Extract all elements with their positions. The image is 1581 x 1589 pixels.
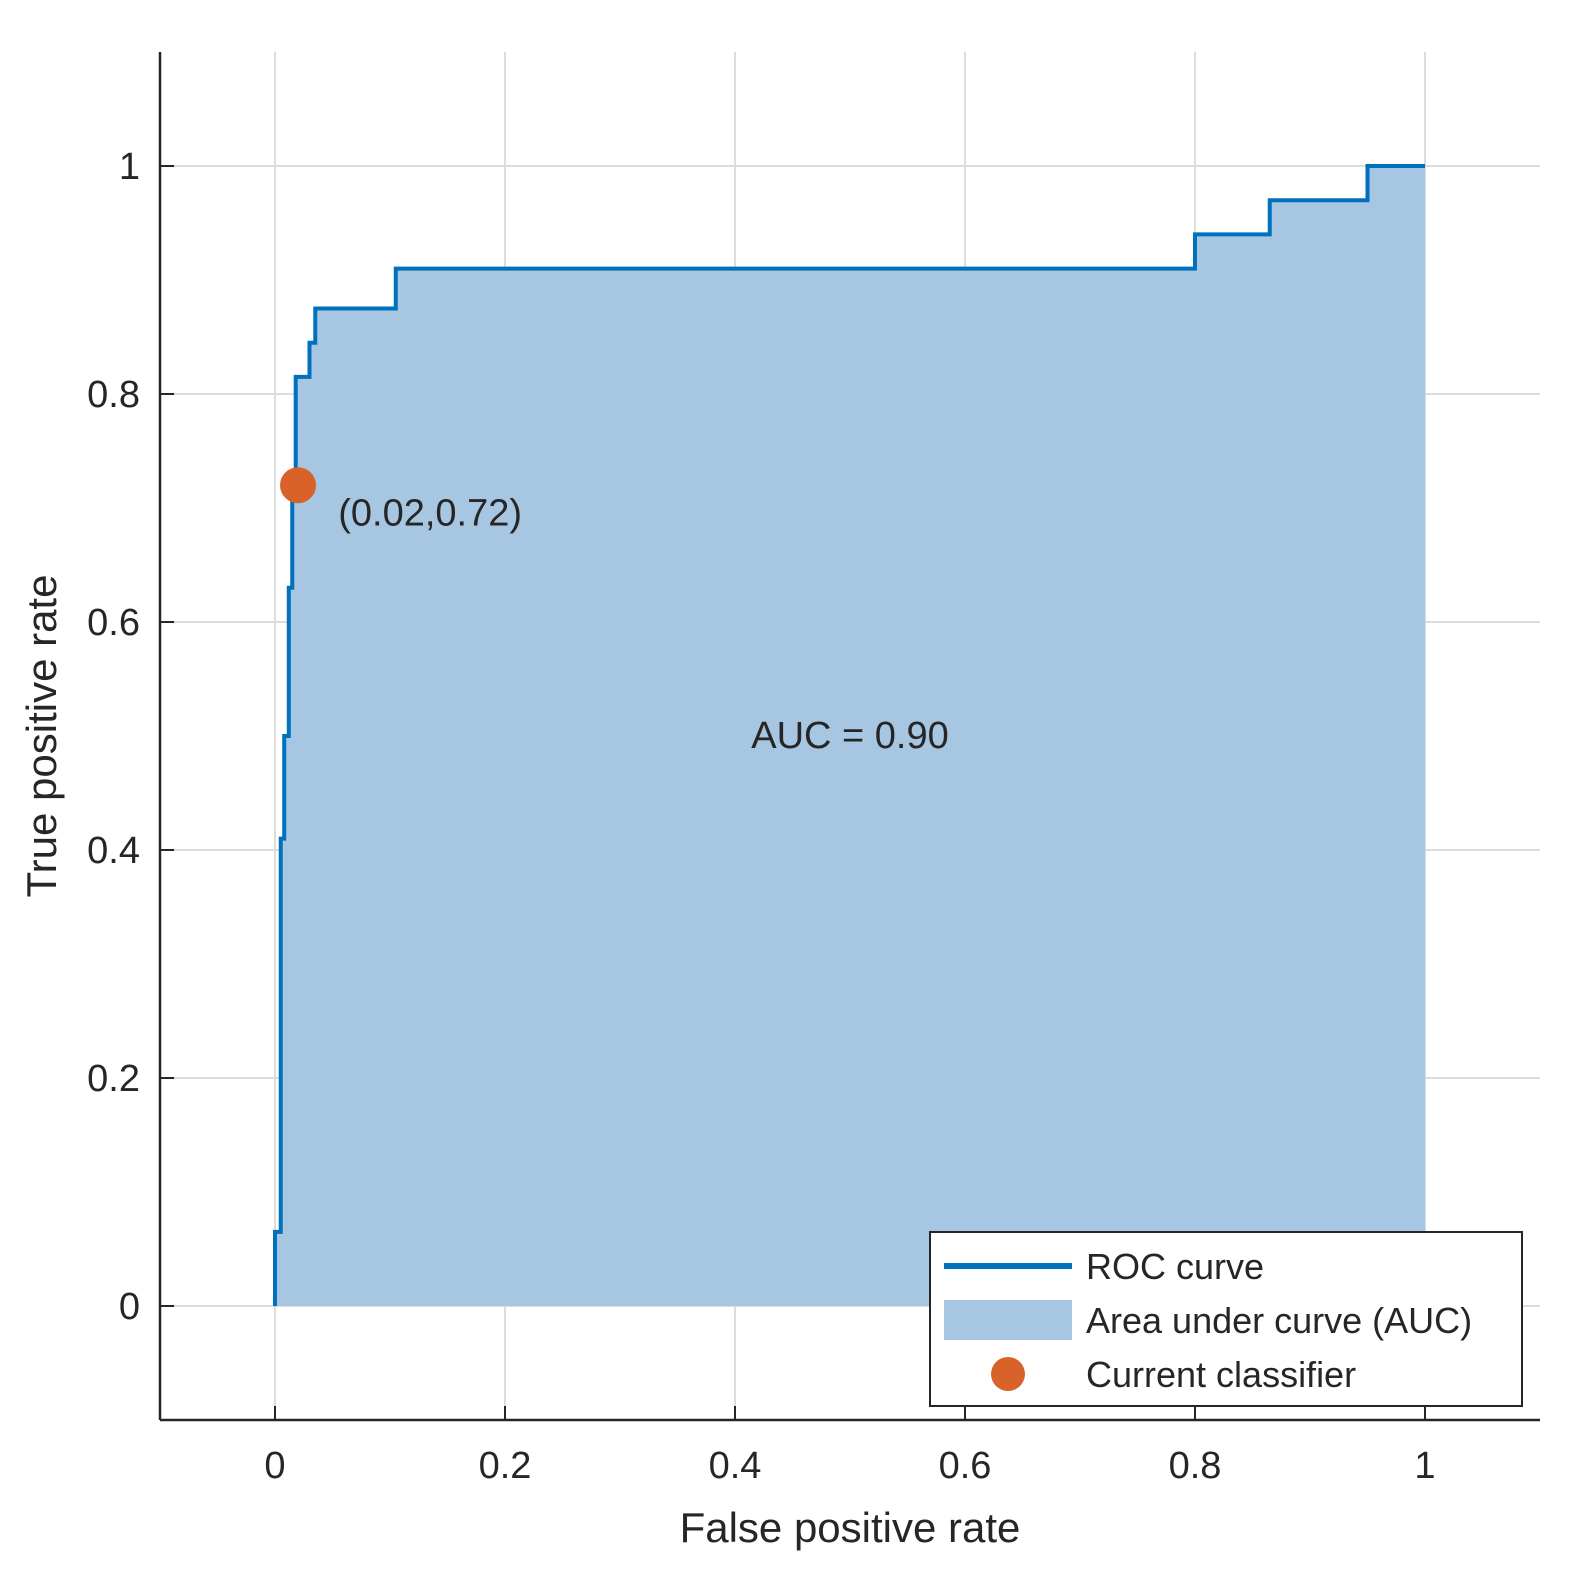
x-tick-label-1: 0.2 bbox=[479, 1445, 532, 1487]
legend-entry-auc: Area under curve (AUC) bbox=[1086, 1300, 1472, 1341]
x-tick-label-5: 1 bbox=[1414, 1445, 1435, 1487]
x-axis-label: False positive rate bbox=[680, 1504, 1021, 1551]
y-tick-label-0: 0 bbox=[119, 1286, 140, 1328]
tick-labels: 0 0.2 0.4 0.6 0.8 1 0 0.2 0.4 0.6 0.8 1 bbox=[87, 146, 1435, 1487]
y-tick-label-3: 0.6 bbox=[87, 602, 140, 644]
axes bbox=[158, 52, 1540, 1422]
legend: ROC curve Area under curve (AUC) Current… bbox=[929, 1231, 1523, 1407]
x-tick-label-0: 0 bbox=[264, 1445, 285, 1487]
legend-classifier-swatch bbox=[991, 1357, 1025, 1391]
x-tick-label-3: 0.6 bbox=[939, 1445, 992, 1487]
x-tick-label-4: 0.8 bbox=[1169, 1445, 1222, 1487]
x-tick-label-2: 0.4 bbox=[709, 1445, 762, 1487]
classifier-point-label: (0.02,0.72) bbox=[338, 493, 522, 535]
y-tick-label-4: 0.8 bbox=[87, 374, 140, 416]
y-tick-label-1: 0.2 bbox=[87, 1058, 140, 1100]
auc-value-label: AUC = 0.90 bbox=[751, 715, 949, 757]
y-tick-label-2: 0.4 bbox=[87, 830, 140, 872]
legend-entry-roc-curve: ROC curve bbox=[1086, 1246, 1264, 1287]
auc-area bbox=[275, 166, 1425, 1306]
y-tick-label-5: 1 bbox=[119, 146, 140, 188]
current-classifier-point bbox=[280, 467, 316, 504]
y-axis-label: True positive rate bbox=[18, 575, 65, 898]
roc-curve-line bbox=[273, 164, 1425, 1306]
legend-auc-swatch bbox=[944, 1300, 1072, 1340]
legend-entry-current-classifier: Current classifier bbox=[1086, 1354, 1356, 1395]
